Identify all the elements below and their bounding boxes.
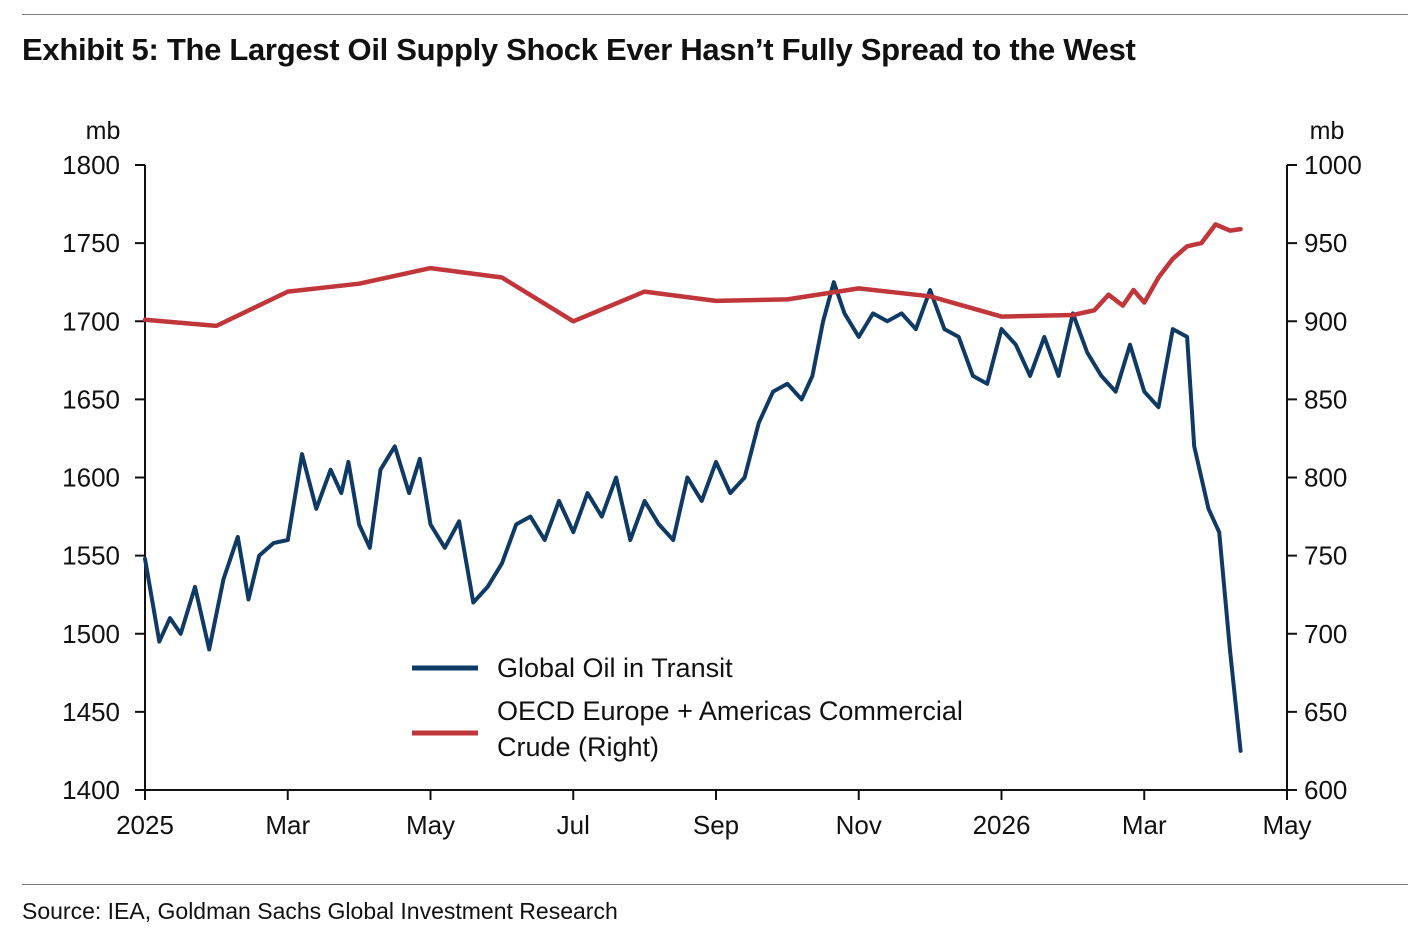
left-tick-label: 1800 <box>62 150 120 180</box>
right-axis-ticks: 600 650 700 750 800 850 900 950 1000 <box>1287 150 1362 805</box>
left-tick-label: 1750 <box>62 228 120 258</box>
right-tick-label: 700 <box>1304 619 1347 649</box>
x-tick-label: May <box>1262 810 1311 840</box>
bottom-rule <box>22 884 1408 885</box>
x-tick-label: Mar <box>265 810 310 840</box>
series-line-oecd-crude <box>142 222 1243 329</box>
right-tick-label: 750 <box>1304 541 1347 571</box>
top-rule <box>22 14 1408 15</box>
x-tick-label: Jul <box>557 810 590 840</box>
right-tick-label: 900 <box>1304 306 1347 336</box>
left-tick-label: 1450 <box>62 697 120 727</box>
right-unit-label: mb <box>1310 117 1345 145</box>
right-tick-label: 850 <box>1304 384 1347 414</box>
chart-title: Exhibit 5: The Largest Oil Supply Shock … <box>22 32 1136 67</box>
left-tick-label: 1600 <box>62 463 120 493</box>
chart-area: mb mb 1400 1450 1500 1550 1600 1650 1700 1750 18… <box>62 117 1362 840</box>
left-axis-ticks: 1400 1450 1500 1550 1600 1650 1700 1750 1800 <box>62 150 145 805</box>
x-tick-label: Mar <box>1122 810 1167 840</box>
right-tick-label: 650 <box>1304 697 1347 727</box>
right-tick-label: 800 <box>1304 463 1347 493</box>
legend: Global Oil in Transit OECD Europe + Amer… <box>412 653 963 762</box>
legend-label-global-oil-in-transit: Global Oil in Transit <box>497 653 733 683</box>
right-tick-label: 600 <box>1304 775 1347 805</box>
left-tick-label: 1700 <box>62 306 120 336</box>
x-tick-label: May <box>406 810 455 840</box>
x-axis-ticks: 2025 Mar May Jul Sep Nov 2026 Mar May <box>116 790 1312 840</box>
left-tick-label: 1500 <box>62 619 120 649</box>
series-line-global-oil-in-transit <box>143 280 1243 753</box>
left-tick-label: 1650 <box>62 384 120 414</box>
left-tick-label: 1400 <box>62 775 120 805</box>
source-note: Source: IEA, Goldman Sachs Global Invest… <box>22 898 618 924</box>
left-unit-label: mb <box>86 117 121 145</box>
legend-label-oecd-crude: OECD Europe + Americas Commercial Crude (… <box>497 696 963 762</box>
right-tick-label: 1000 <box>1304 150 1362 180</box>
x-tick-label: 2025 <box>116 810 174 840</box>
series-layer <box>142 222 1243 753</box>
x-tick-label: Nov <box>836 810 882 840</box>
x-tick-label: Sep <box>693 810 739 840</box>
left-tick-label: 1550 <box>62 541 120 571</box>
x-tick-label: 2026 <box>973 810 1031 840</box>
right-tick-label: 950 <box>1304 228 1347 258</box>
